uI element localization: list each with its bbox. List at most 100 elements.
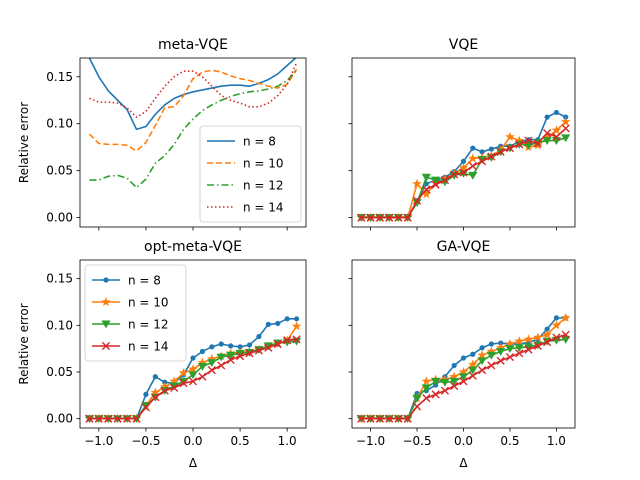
data-point <box>159 381 170 391</box>
subplot-meta-vqe: 0.00 0.05 0.10 0.15 meta-VQE Relative error n … <box>17 37 307 231</box>
data-point <box>366 414 375 423</box>
series-n-14 <box>357 330 570 423</box>
data-point <box>486 351 496 360</box>
y-tick-label: 0.10 <box>46 117 73 131</box>
data-point <box>218 341 224 347</box>
data-point <box>197 362 208 371</box>
y-tick-label: 0.10 <box>46 318 73 332</box>
data-point <box>188 371 198 380</box>
plot-data <box>84 316 302 424</box>
data-point <box>293 316 300 322</box>
data-point <box>265 321 271 327</box>
data-point <box>523 343 534 352</box>
data-point <box>486 346 497 356</box>
data-point <box>515 140 524 149</box>
data-point <box>169 382 179 391</box>
data-point <box>533 341 542 350</box>
data-point <box>275 320 281 327</box>
data-point <box>178 377 189 386</box>
data-point <box>421 376 432 386</box>
data-point <box>468 366 478 375</box>
data-point <box>551 320 562 330</box>
y-tick-label: 0.05 <box>46 164 73 178</box>
legend-marker <box>101 341 111 351</box>
data-point <box>561 134 571 143</box>
data-point <box>544 114 550 120</box>
data-point <box>505 352 515 362</box>
data-point <box>431 180 440 189</box>
y-tick-label: 0.05 <box>46 365 73 379</box>
series-line-n-12 <box>89 69 298 189</box>
data-point <box>477 350 487 360</box>
x-tick-label: −0.5 <box>131 434 160 448</box>
x-tick-label: 0.0 <box>454 434 473 448</box>
series-n-10 <box>88 68 298 152</box>
data-point <box>284 316 290 322</box>
legend-item-n-12: n = 12 <box>92 318 169 332</box>
series-n-14 <box>357 124 570 222</box>
data-point <box>85 414 94 423</box>
data-point <box>561 124 570 133</box>
data-point <box>542 329 552 339</box>
legend-frame <box>199 125 302 223</box>
data-point <box>143 391 149 397</box>
data-point <box>459 377 468 386</box>
data-point <box>256 333 262 340</box>
data-point <box>450 170 459 179</box>
data-point <box>514 135 525 145</box>
data-point <box>197 357 208 367</box>
data-point <box>273 339 282 349</box>
data-point <box>440 386 450 395</box>
legend-frame <box>84 264 187 362</box>
data-point <box>122 414 132 423</box>
data-point <box>235 352 245 361</box>
x-tick-label: 0.5 <box>231 434 250 448</box>
legend-marker <box>101 297 111 307</box>
data-point <box>514 344 524 353</box>
data-point <box>449 377 459 386</box>
data-point <box>394 213 403 222</box>
data-point <box>421 173 431 182</box>
data-point <box>533 332 543 342</box>
data-point <box>291 321 302 331</box>
plot-data <box>356 312 571 424</box>
data-point <box>375 213 384 222</box>
data-point <box>412 178 422 188</box>
data-point <box>458 367 469 377</box>
data-point <box>477 155 487 164</box>
data-point <box>479 149 485 155</box>
data-point <box>477 157 487 166</box>
data-point <box>496 348 506 356</box>
chart-title: VQE <box>449 37 478 53</box>
data-point <box>264 343 273 352</box>
legend-item-n-14: n = 14 <box>92 340 169 354</box>
data-point <box>524 136 533 145</box>
data-point <box>421 189 432 199</box>
data-point <box>421 384 431 393</box>
data-point <box>357 414 366 423</box>
data-point <box>450 381 459 391</box>
data-point <box>551 125 562 135</box>
data-point <box>237 344 243 350</box>
x-tick-label: −0.5 <box>402 434 431 448</box>
data-point <box>451 362 457 369</box>
legend-item-n-10: n = 10 <box>207 157 284 171</box>
y-tick-label: 0.15 <box>46 272 73 286</box>
legend-marker <box>103 277 109 283</box>
data-point <box>246 342 253 348</box>
data-point <box>283 336 292 345</box>
data-point <box>560 116 571 126</box>
y-tick-label: 0.15 <box>46 70 73 84</box>
data-point <box>385 213 394 222</box>
data-point <box>235 349 245 358</box>
legend-item-n-8: n = 8 <box>92 274 161 288</box>
data-point <box>292 335 301 344</box>
data-point <box>150 387 161 397</box>
series-line-n-14 <box>89 62 298 118</box>
data-point <box>431 176 441 185</box>
data-point <box>487 152 496 161</box>
data-point <box>533 139 542 148</box>
x-tick-label: −1.0 <box>356 434 385 448</box>
data-point <box>553 315 560 321</box>
